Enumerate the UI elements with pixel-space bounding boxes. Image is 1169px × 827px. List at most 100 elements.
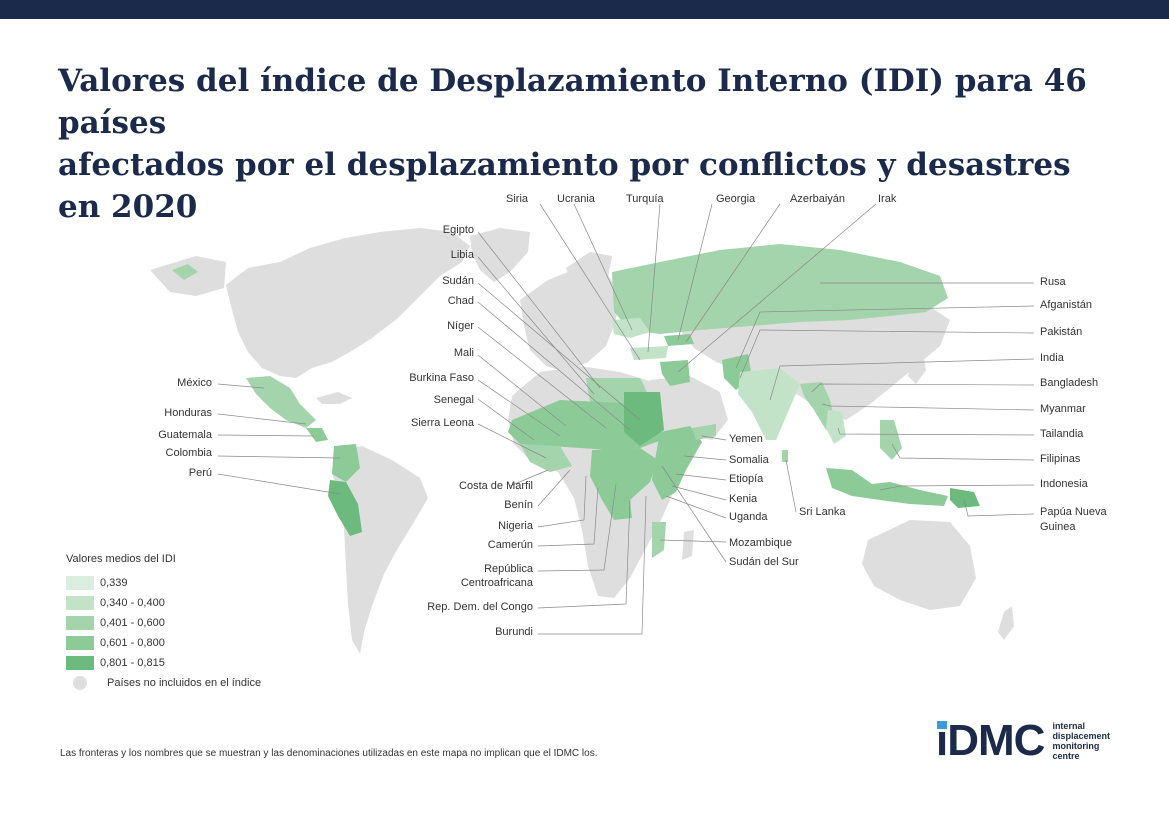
south-america-land <box>332 446 428 654</box>
label-rusia: Rusa <box>1040 276 1067 288</box>
legend-title: Valores medios del IDI <box>66 553 176 565</box>
label-rca-line-1: República <box>484 563 534 575</box>
label-filipinas: Filipinas <box>1040 453 1081 465</box>
label-chad: Chad <box>448 295 474 307</box>
asia-land <box>680 300 950 420</box>
title-line-2: afectados por el desplazamiento por conf… <box>58 147 1071 225</box>
logo-line-4: centre <box>1052 751 1080 761</box>
country-yemen <box>692 424 716 440</box>
label-senegal: Senegal <box>434 394 474 406</box>
legend-swatch <box>66 656 94 670</box>
country-sudan <box>624 392 664 446</box>
japan-land <box>908 346 926 384</box>
country-papua-new-guinea <box>950 488 980 508</box>
legend-swatch <box>66 596 94 610</box>
label-ucrania: Ucrania <box>557 193 596 205</box>
label-sudan-del-sur: Sudán del Sur <box>729 556 799 568</box>
logo-mark: iDMC <box>936 716 1045 765</box>
australia-land <box>862 520 976 610</box>
label-sierra-leona: Sierra Leona <box>411 417 475 429</box>
legend-item: 0,401 - 0,600 <box>66 613 261 633</box>
legend-rows: 0,339 0,340 - 0,400 0,401 - 0,600 0,601 - 0… <box>66 573 261 673</box>
label-benin: Benín <box>504 499 533 511</box>
page-title: Valores del índice de Desplazamiento Int… <box>58 60 1118 228</box>
title-line-1: Valores del índice de Desplazamiento Int… <box>58 63 1087 141</box>
country-sahel-west <box>508 400 662 450</box>
label-egipto: Egipto <box>443 224 474 236</box>
idmc-logo: iDMC internal displacement monitoring ce… <box>936 719 1110 763</box>
north-america-land <box>226 228 470 378</box>
label-afganistan: Afganistán <box>1040 299 1092 311</box>
legend-item-label: 0,601 - 0,800 <box>100 637 165 649</box>
label-georgia: Georgia <box>716 193 756 205</box>
label-honduras: Honduras <box>164 407 212 419</box>
legend-item-label: 0,340 - 0,400 <box>100 597 165 609</box>
country-indonesia <box>826 468 948 506</box>
logo-line-3: monitoring <box>1052 741 1100 751</box>
country-thailand <box>826 410 846 444</box>
country-central-america <box>306 428 328 442</box>
label-turquia: Turquía <box>626 193 664 205</box>
label-bangladesh: Bangladesh <box>1040 377 1098 389</box>
label-costa-de-marfil: Costa de Marfil <box>459 480 533 492</box>
label-myanmar: Myanmar <box>1040 403 1086 415</box>
label-colombia: Colombia <box>166 447 213 459</box>
country-central-africa <box>590 448 658 520</box>
europe-land <box>520 268 618 372</box>
label-siria: Siria <box>506 193 529 205</box>
country-georgia-azerbaijan <box>664 334 694 346</box>
country-russia <box>612 244 948 334</box>
label-tailandia: Tailandia <box>1040 428 1084 440</box>
country-syria-iraq <box>660 360 690 386</box>
header-bar <box>0 0 1169 19</box>
leader-lines <box>217 203 1035 635</box>
legend-item: 0,601 - 0,800 <box>66 633 261 653</box>
label-nigeria: Nigeria <box>498 520 534 532</box>
logo-wordmark: internal displacement monitoring centre <box>1052 721 1110 761</box>
label-niger: Níger <box>447 320 474 332</box>
label-rca-line-2: Centroafricana <box>461 577 534 589</box>
label-sudan: Sudán <box>442 275 474 287</box>
idi-countries <box>172 244 980 558</box>
legend-item: 0,340 - 0,400 <box>66 593 261 613</box>
label-guatemala: Guatemala <box>158 429 213 441</box>
not-included-dot <box>73 676 87 690</box>
label-camerun: Camerún <box>488 539 533 551</box>
greenland-land <box>470 228 530 282</box>
label-burundi: Burundi <box>495 626 533 638</box>
logo-line-1: internal <box>1052 721 1085 731</box>
label-pakistan: Pakistán <box>1040 326 1082 338</box>
new-zealand-land <box>998 606 1014 640</box>
country-sri-lanka <box>782 450 788 462</box>
label-png-line-2: Guinea <box>1040 521 1076 533</box>
label-mexico: México <box>177 377 212 389</box>
label-somalia: Somalia <box>729 454 770 466</box>
footnote: Las fronteras y los nombres que se muest… <box>60 748 598 759</box>
label-indonesia: Indonesia <box>1040 478 1089 490</box>
label-rdc: Rep. Dem. del Congo <box>427 601 533 613</box>
label-sri-lanka: Sri Lanka <box>799 506 846 518</box>
label-libia: Libia <box>451 249 475 261</box>
logo-mark-text: iDMC <box>936 716 1045 765</box>
country-bangladesh-myanmar <box>800 382 836 430</box>
label-irak: Irak <box>878 193 897 205</box>
legend-not-included: Países no incluidos en el índice <box>66 673 261 693</box>
country-mexico <box>246 376 316 428</box>
legend-item: 0,339 <box>66 573 261 593</box>
label-burkina-faso: Burkina Faso <box>409 372 474 384</box>
legend-swatch <box>66 636 94 650</box>
madagascar-land <box>682 530 694 560</box>
country-peru <box>328 480 362 536</box>
label-azerbaiyan: Azerbaiyán <box>790 193 845 205</box>
country-labels: Siria Ucrania Turquía Georgia Azerbaiyán… <box>158 193 1107 638</box>
country-greenland-tip <box>172 264 198 280</box>
country-philippines <box>880 420 902 460</box>
label-mali: Mali <box>454 347 474 359</box>
label-kenia: Kenia <box>729 493 758 505</box>
legend-item-label: 0,801 - 0,815 <box>100 657 165 669</box>
logo-line-2: displacement <box>1052 731 1110 741</box>
label-uganda: Uganda <box>729 511 768 523</box>
label-peru: Perú <box>189 467 212 479</box>
label-etiopia: Etiopía <box>729 473 764 485</box>
